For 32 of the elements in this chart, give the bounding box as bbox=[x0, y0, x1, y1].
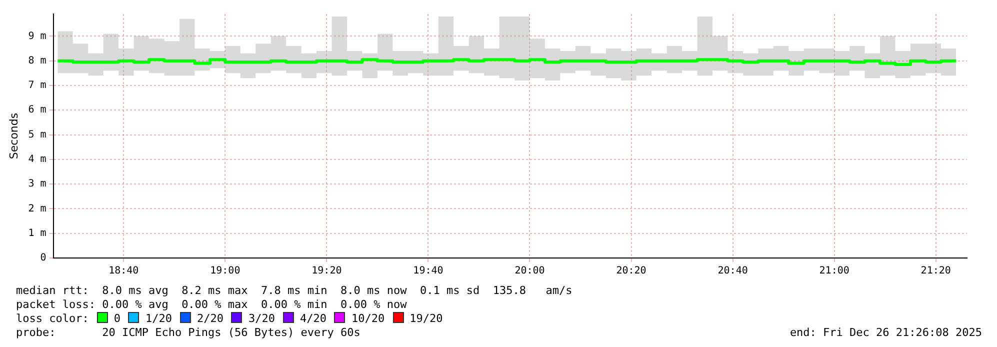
y-tick-label: 8 m bbox=[28, 55, 46, 66]
legend-label: 4/20 bbox=[300, 312, 326, 325]
x-tick-label: 19:00 bbox=[210, 266, 240, 277]
y-axis-title: Seconds bbox=[7, 112, 20, 160]
x-tick-label: 18:40 bbox=[108, 266, 139, 277]
text: median rtt: 8.0 ms avg 8.2 ms max 7.8 ms min 8.0 ms now 0.1 ms sd 135.8 am/s bbox=[16, 284, 574, 298]
legend-label: 2/20 bbox=[196, 312, 224, 325]
legend-label: 10/20 bbox=[351, 312, 385, 325]
x-tick-label: 19:20 bbox=[312, 266, 342, 277]
y-tick-label: 6 m bbox=[28, 104, 46, 116]
x-tick-label: 20:40 bbox=[718, 266, 748, 277]
x-tick-label: 21:00 bbox=[819, 266, 850, 277]
y-tick-label: 3 m bbox=[28, 178, 46, 190]
y-tick-label: 1 m bbox=[28, 228, 46, 239]
legend-label: 1/20 bbox=[145, 312, 172, 325]
y-tick-label: 0 bbox=[40, 252, 46, 264]
y-tick-label: 2 m bbox=[28, 203, 46, 214]
legend-label: 3/20 bbox=[248, 312, 275, 325]
text: probe: 20 ICMP Echo Pings (56 Bytes) every 60s bbox=[16, 326, 360, 340]
text: packet loss: 0.00 % avg 0.00 % max 0.00 % min 0.00 % now bbox=[16, 298, 408, 312]
y-tick-label: 4 m bbox=[28, 154, 46, 166]
legend-title: loss color: bbox=[16, 312, 89, 325]
legend-label: 0 bbox=[114, 312, 120, 325]
legend-label: 19/20 bbox=[410, 312, 443, 325]
y-tick-label: 5 m bbox=[28, 129, 46, 140]
text: end: Fri Dec 26 21:26:08 2025 bbox=[790, 326, 982, 340]
y-tick-label: 7 m bbox=[28, 80, 46, 92]
y-tick-label: 9 m bbox=[28, 30, 46, 42]
x-tick-label: 21:20 bbox=[920, 266, 951, 277]
x-tick-label: 20:20 bbox=[616, 266, 646, 277]
x-tick-label: 20:00 bbox=[514, 266, 545, 277]
x-tick-label: 19:40 bbox=[413, 266, 444, 277]
